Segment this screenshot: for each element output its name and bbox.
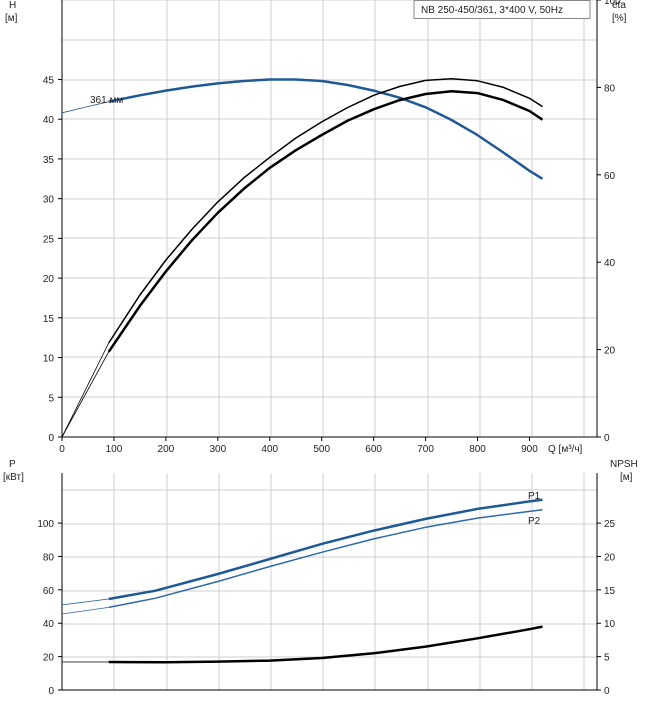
- x-tick-label: 100: [106, 444, 123, 455]
- series-label-p2: P2: [528, 516, 541, 527]
- y2-axis-unit-npsh: [м]: [620, 472, 633, 483]
- x-axis-label: Q [м³/ч]: [548, 444, 583, 455]
- efficiency-curve-upper: [108, 77, 543, 344]
- y-axis-unit-h: [м]: [5, 13, 18, 24]
- legend-box-text: NB 250-450/361, 3*400 V, 50Hz: [421, 5, 563, 16]
- y-tick-label-h: 45: [43, 75, 55, 86]
- series-label-p1: P1: [528, 491, 541, 502]
- npsh-curve: [108, 625, 543, 664]
- power-p1-curve-extension: [61, 598, 109, 606]
- efficiency-curve-lower-extension: [61, 351, 110, 438]
- y2-tick-label-eta: 60: [604, 171, 616, 182]
- legend-box-frame: [413, 0, 591, 19]
- x-tick-label: 500: [313, 444, 330, 455]
- series-layer: [61, 77, 544, 664]
- y-axis-label-h: H: [9, 0, 16, 11]
- grid-layer: [61, 0, 597, 691]
- y2-tick-label-npsh: 0: [604, 686, 610, 697]
- x-tick-label: 200: [158, 444, 175, 455]
- x-tick-label: 300: [209, 444, 226, 455]
- efficiency-curve-lower: [107, 90, 544, 353]
- y2-tick-label-eta: 0: [604, 433, 610, 444]
- y-tick-label-h: 15: [43, 314, 55, 325]
- y2-tick-label-npsh: 15: [604, 586, 616, 597]
- impeller-diameter-label: 361 мм: [90, 95, 123, 106]
- y2-tick-label-npsh: 25: [604, 519, 616, 530]
- x-tick-label: 900: [521, 444, 538, 455]
- y-tick-label-h: 10: [43, 354, 55, 365]
- axes-layer: [58, 0, 601, 691]
- y-tick-label-h: 5: [48, 393, 54, 404]
- y2-tick-label-npsh: 10: [604, 619, 616, 630]
- y-tick-label-p: 20: [43, 653, 55, 664]
- y2-tick-label-npsh: 20: [604, 552, 616, 563]
- y-tick-label-p: 100: [37, 519, 54, 530]
- y2-tick-label-eta: 20: [604, 346, 616, 357]
- x-tick-label: 0: [59, 444, 65, 455]
- y-tick-label-h: 35: [43, 155, 55, 166]
- y-axis-label-p: P: [9, 459, 16, 470]
- y2-axis-label-npsh: NPSH: [610, 459, 638, 470]
- x-tick-label: 600: [365, 444, 382, 455]
- x-tick-label: 700: [417, 444, 434, 455]
- power-p1-curve: [108, 498, 543, 601]
- y-tick-label-h: 30: [43, 195, 55, 206]
- y2-tick-label-eta: 40: [604, 258, 616, 269]
- y-tick-label-h: 0: [48, 433, 54, 444]
- y-axis-unit-p: [кВт]: [3, 472, 24, 483]
- y-tick-label-h: 25: [43, 234, 55, 245]
- y-tick-label-p: 60: [43, 586, 55, 597]
- y2-axis-unit-eta: [%]: [612, 13, 627, 24]
- head-curve-extension: [61, 101, 109, 114]
- head-curve: [108, 78, 544, 180]
- y2-tick-label-eta: 100: [604, 0, 621, 7]
- x-tick-label: 400: [261, 444, 278, 455]
- x-tick-label: 800: [469, 444, 486, 455]
- y-tick-label-h: 40: [43, 115, 55, 126]
- y-tick-label-h: 20: [43, 274, 55, 285]
- y2-tick-label-npsh: 5: [604, 653, 610, 664]
- y-tick-label-p: 80: [43, 552, 55, 563]
- y-tick-label-p: 0: [48, 686, 54, 697]
- y-tick-label-p: 40: [43, 619, 55, 630]
- efficiency-curve-upper-extension: [61, 342, 110, 438]
- y2-axis-label-eta: eta: [612, 0, 626, 11]
- power-p2-curve-extension: [61, 607, 109, 615]
- y2-tick-label-eta: 80: [604, 83, 616, 94]
- legend-box: NB 250-450/361, 3*400 V, 50Hz: [413, 0, 591, 19]
- power-p2-curve: [108, 508, 543, 609]
